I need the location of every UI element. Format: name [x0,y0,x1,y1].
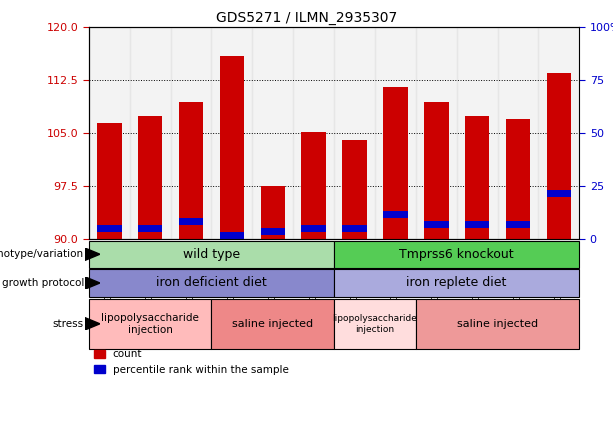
Bar [261,186,285,239]
Text: saline injected: saline injected [232,319,313,329]
Text: iron deficient diet: iron deficient diet [156,277,267,289]
Bar [302,132,326,239]
Bar [506,119,530,239]
Bar [465,221,489,228]
Text: wild type: wild type [183,248,240,261]
Bar [211,27,253,239]
Bar [465,115,489,239]
Bar [334,269,579,297]
Text: genotype/variation: genotype/variation [0,249,84,259]
Text: saline injected: saline injected [457,319,538,329]
Bar [211,299,334,349]
Polygon shape [85,248,100,261]
Text: lipopolysaccharide
injection: lipopolysaccharide injection [101,313,199,335]
Bar [179,218,204,225]
Text: GDS5271 / ILMN_2935307: GDS5271 / ILMN_2935307 [216,11,397,25]
Bar [97,225,121,232]
Bar [89,27,130,239]
Bar [342,140,367,239]
Bar [538,27,579,239]
Legend: count, percentile rank within the sample: count, percentile rank within the sample [94,349,289,375]
Bar [334,299,416,349]
Bar [424,221,449,228]
Bar [506,221,530,228]
Bar [89,241,334,268]
Bar [219,56,244,239]
Text: iron replete diet: iron replete diet [406,277,507,289]
Bar [179,102,204,239]
Bar [547,73,571,239]
Bar [416,27,457,239]
Bar [416,299,579,349]
Bar [424,102,449,239]
Bar [138,225,162,232]
Bar [498,27,538,239]
Bar [383,88,408,239]
Bar [383,211,408,218]
Bar [375,27,416,239]
Bar [138,115,162,239]
Text: lipopolysaccharide
injection: lipopolysaccharide injection [332,314,417,333]
Bar [334,241,579,268]
Bar [89,269,334,297]
Bar [219,232,244,239]
Bar [342,225,367,232]
Bar [302,225,326,232]
Bar [97,123,121,239]
Bar [170,27,211,239]
Bar [293,27,334,239]
Text: stress: stress [53,319,84,329]
Bar [89,299,211,349]
Polygon shape [85,277,100,289]
Text: Tmprss6 knockout: Tmprss6 knockout [400,248,514,261]
Bar [253,27,293,239]
Bar [547,190,571,197]
Bar [334,27,375,239]
Text: growth protocol: growth protocol [2,278,84,288]
Bar [130,27,170,239]
Polygon shape [85,317,100,330]
Bar [457,27,498,239]
Bar [261,228,285,236]
